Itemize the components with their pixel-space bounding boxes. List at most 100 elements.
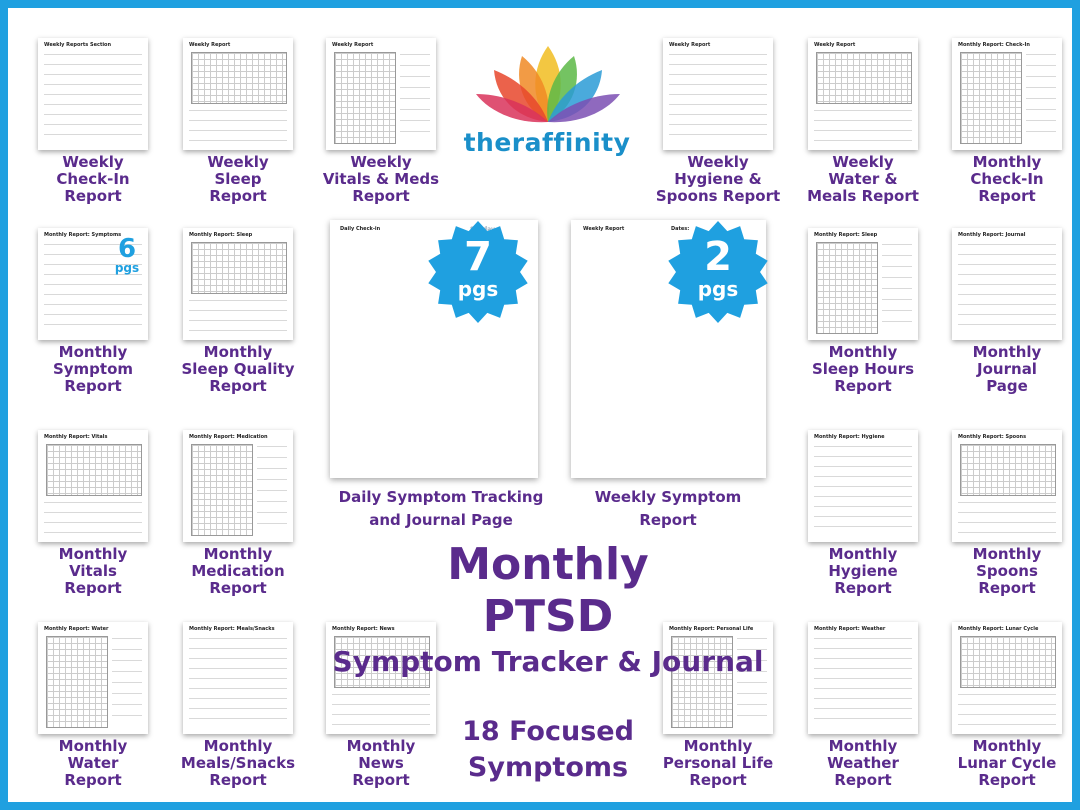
report-page-preview: Monthly Report: Spoons (952, 430, 1062, 542)
report-label-line: Report (834, 771, 892, 789)
report-label-line: Monthly (58, 737, 128, 755)
report-page-head: Monthly Report: Meals/Snacks (189, 626, 275, 632)
weekly-label-line1: Weekly Symptom (594, 488, 742, 506)
report-label: Monthly Sleep Hours Report (788, 344, 938, 395)
report-label: Monthly Vitals Report (18, 546, 168, 597)
report-page-head: Monthly Report: Sleep (814, 232, 878, 238)
starburst-icon (428, 221, 528, 323)
report-label-line: Meals Report (807, 187, 919, 205)
report-page-head: Weekly Reports Section (44, 42, 112, 48)
daily-page-head: Daily Check-in (340, 226, 381, 232)
report-page-head: Monthly Report: Spoons (958, 434, 1027, 440)
report-page-preview: Monthly Report: Vitals (38, 430, 148, 542)
report-label-line: Report (209, 579, 267, 597)
report-label: Weekly Water & Meals Report (788, 154, 938, 205)
report-label: Monthly Hygiene Report (788, 546, 938, 597)
daily-badge-number: 7 (464, 234, 492, 280)
report-label-line: Monthly (203, 737, 273, 755)
report-label-line: Monthly (972, 153, 1042, 171)
title-line2: PTSD (482, 591, 614, 642)
title-line1: Monthly (447, 539, 649, 590)
report-label: Weekly Sleep Report (163, 154, 313, 205)
report-page-head: Weekly Report (332, 42, 374, 48)
report-page-head: Monthly Report: Weather (814, 626, 886, 632)
report-label-line: Meals/Snacks (180, 754, 296, 772)
report-page-preview: Weekly Reports Section (38, 38, 148, 150)
report-label-line: Weekly (207, 153, 269, 171)
daily-pages-badge: 7 pgs (426, 220, 530, 324)
daily-label: Daily Symptom Tracking and Journal Page (330, 486, 552, 532)
report-label-line: Report (209, 377, 267, 395)
report-page-head: Monthly Report: Medication (189, 434, 268, 440)
report-page-preview: Weekly Report (663, 38, 773, 150)
report-label-line: Personal Life (662, 754, 774, 772)
report-label-line: Monthly (203, 343, 273, 361)
report-label-line: Medication (191, 562, 285, 580)
report-page-preview: Monthly Report: Lunar Cycle (952, 622, 1062, 734)
report-label-line: News (358, 754, 404, 772)
weekly-page-head: Weekly Report (583, 226, 625, 232)
report-label: Monthly Spoons Report (932, 546, 1080, 597)
report-page-preview: Monthly Report: Meals/Snacks (183, 622, 293, 734)
report-label-line: Hygiene & (674, 170, 762, 188)
report-page-preview: Monthly Report: Sleep (183, 228, 293, 340)
report-label-line: Check-In (970, 170, 1044, 188)
report-label: Weekly Check-In Report (18, 154, 168, 205)
starburst-icon (668, 221, 768, 323)
report-page-preview: Monthly Report: Symptoms (38, 228, 148, 340)
report-page-head: Monthly Report: Personal Life (669, 626, 754, 632)
daily-badge-unit: pgs (457, 277, 499, 301)
report-label-line: Vitals (69, 562, 117, 580)
daily-label-line2: and Journal Page (369, 511, 513, 529)
brand-name: theraffinity (463, 128, 631, 157)
report-label: Weekly Vitals & Meds Report (306, 154, 456, 205)
report-label-line: Vitals & Meds (322, 170, 440, 188)
report-label-line: Monthly (346, 737, 416, 755)
report-label-line: Report (209, 187, 267, 205)
report-label-line: Sleep (214, 170, 262, 188)
report-page-head: Monthly Report: Journal (958, 232, 1026, 238)
report-page-preview: Monthly Report: News (326, 622, 436, 734)
report-label-line: Monthly (972, 545, 1042, 563)
report-label: Monthly Personal Life Report (643, 738, 793, 789)
report-label-line: Report (689, 771, 747, 789)
report-label-line: Weather (827, 754, 899, 772)
report-label-line: Report (64, 187, 122, 205)
report-page-preview: Monthly Report: Journal (952, 228, 1062, 340)
report-label-line: Monthly (58, 545, 128, 563)
report-page-head: Monthly Report: Sleep (189, 232, 253, 238)
report-label-line: Report (64, 377, 122, 395)
report-label-line: Report (64, 771, 122, 789)
report-label-line: Monthly (828, 545, 898, 563)
report-label-line: Weekly (62, 153, 124, 171)
report-label-line: Monthly (972, 343, 1042, 361)
report-page-preview: Weekly Report (326, 38, 436, 150)
weekly-pages-badge: 2 pgs (666, 220, 770, 324)
report-label-line: Monthly (972, 737, 1042, 755)
weekly-badge-unit: pgs (697, 277, 739, 301)
report-label-line: Lunar Cycle (957, 754, 1057, 772)
report-page-preview: Monthly Report: Sleep (808, 228, 918, 340)
report-page-preview: Monthly Report: Water (38, 622, 148, 734)
report-label-line: Sleep Hours (811, 360, 915, 378)
weekly-page-dates: Dates: (671, 226, 690, 232)
report-page-head: Weekly Report (669, 42, 711, 48)
report-label-line: Journal (977, 360, 1037, 378)
report-label-line: Report (978, 187, 1036, 205)
report-label: Monthly Symptom Report (18, 344, 168, 395)
report-page-preview: Monthly Report: Hygiene (808, 430, 918, 542)
title-line3: Symptom Tracker & Journal (332, 645, 764, 678)
title-line5: Symptoms (467, 752, 629, 783)
weekly-label: Weekly Symptom Report (568, 486, 768, 532)
report-label: Monthly Check-In Report (932, 154, 1080, 205)
report-label: Monthly News Report (306, 738, 456, 789)
report-label-line: Sleep Quality (181, 360, 295, 378)
lotus-logo-icon (470, 38, 626, 128)
report-page-preview: Weekly Report (183, 38, 293, 150)
report-label-line: Report (978, 579, 1036, 597)
report-page-head: Monthly Report: Water (44, 626, 109, 632)
report-label-line: Page (986, 377, 1028, 395)
weekly-badge-number: 2 (704, 234, 732, 280)
report-label-line: Monthly (828, 737, 898, 755)
report-page-head: Monthly Report: Vitals (44, 434, 108, 440)
